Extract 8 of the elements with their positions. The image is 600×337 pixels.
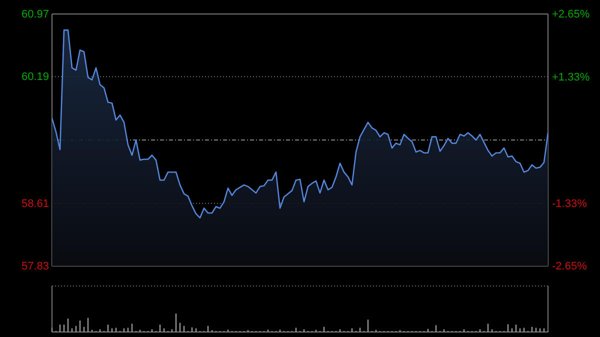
- y2-tick-label: +2.65%: [552, 8, 590, 21]
- y-tick-label: 60.97: [21, 8, 49, 21]
- y2-tick-label: -2.65%: [552, 260, 588, 273]
- y2-tick-label: +1.33%: [552, 71, 590, 84]
- y-tick-label: 60.19: [21, 71, 49, 84]
- y2-tick-label: -1.33%: [552, 198, 588, 210]
- y-tick-label: 57.83: [21, 260, 49, 273]
- y-tick-label: 58.61: [21, 198, 49, 210]
